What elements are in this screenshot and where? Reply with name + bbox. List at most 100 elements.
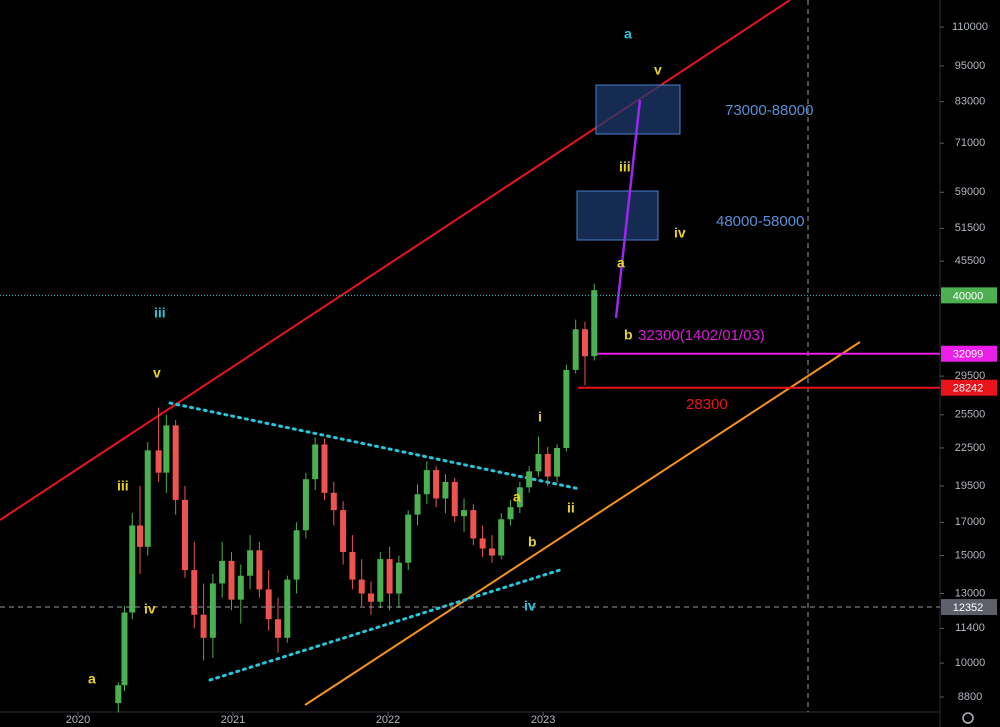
price-tag-label: 28242 [953,383,984,395]
candle-body [488,548,495,556]
annotation: iv [524,598,536,614]
candle-body [163,425,170,473]
annotation: v [153,365,161,381]
candle-body [129,525,136,613]
candle-body [591,290,598,357]
candle-body [442,481,449,499]
candle-body [121,612,128,686]
candle-body [479,538,486,549]
price-tag-label: 32099 [953,349,984,361]
candle-body [219,560,226,584]
candle-body [321,444,328,493]
annotation: iii [619,159,631,175]
y-tick-label: 45500 [955,255,986,267]
candle-body [191,570,198,615]
triangle-lower-line [208,568,562,682]
y-tick-label: 13000 [955,587,986,599]
candle-body [265,589,272,620]
channel-lower-line [304,341,861,706]
candle-body [405,514,412,563]
annotation: iii [117,478,129,494]
candle-body [256,550,263,590]
annotation: b [624,327,633,343]
annotation: 28300 [686,396,728,413]
candle-body [247,550,254,576]
candle-body [349,552,356,580]
y-tick-label: 22500 [955,442,986,454]
candle-body [395,562,402,594]
annotation: 73000-88000 [725,102,813,119]
y-tick-label: 83000 [955,96,986,108]
annotation: 48000-58000 [716,213,804,230]
candle-body [544,453,551,477]
candle-body [172,425,179,500]
candle-body [563,369,570,448]
candle-body [181,499,188,571]
candle-body [535,453,542,472]
candle-body [386,559,393,594]
annotation: v [654,62,662,78]
x-tick-label: 2021 [221,714,245,726]
x-tick-label: 2022 [376,714,400,726]
price-tag-label: 12352 [953,602,984,614]
candle-body [498,519,505,556]
candle-body [312,444,319,480]
candle-body [526,471,533,488]
price-tag-label: 40000 [953,290,984,302]
price-tag [941,287,997,304]
candle-body [572,329,579,370]
annotation: a [617,255,625,271]
candle-body [554,447,561,477]
candle-body [581,329,588,357]
y-tick-label: 95000 [955,60,986,72]
candle-body [358,579,365,594]
candles [115,283,598,713]
y-tick-label: 17000 [955,516,986,528]
candle-body [144,450,151,547]
candle-body [293,530,300,580]
y-tick-label: 15000 [955,549,986,561]
y-tick-label: 11400 [955,622,985,634]
candle-body [302,479,309,531]
candle-body [330,492,337,511]
y-tick-label: 19500 [955,480,986,492]
candle-body [451,481,458,517]
price-tag [941,345,997,362]
annotation: a [624,26,632,42]
candle-body [228,560,235,600]
annotation: i [538,409,542,425]
annotation: ii [567,500,575,516]
candle-body [155,450,162,473]
annotation: iv [674,225,686,241]
target-zone-lower [576,190,659,241]
candle-body [507,507,514,520]
candle-body [433,470,440,499]
overlay: 40000320992824212352av73000-88000iii4800… [0,26,997,687]
x-tick-label: 2023 [531,714,555,726]
y-tick-label: 8800 [958,691,982,703]
settings-icon[interactable] [962,712,974,724]
y-tick-label: 110000 [952,21,988,33]
annotation: b [528,534,537,550]
y-tick-label: 10000 [955,657,986,669]
y-tick-label: 71000 [955,137,986,149]
candle-body [377,559,384,602]
y-tick-label: 29500 [955,370,986,382]
price-tag [941,379,997,396]
candle-body [368,593,375,602]
y-tick-label: 25500 [955,409,986,421]
y-tick-label: 51500 [955,222,986,234]
candle-body [200,614,207,638]
candle-body [470,510,477,539]
triangle-upper-line [168,401,582,491]
candle-body [284,579,291,638]
x-tick-label: 2020 [66,714,90,726]
candle-body [423,470,430,495]
candle-body [274,619,281,638]
candle-body [237,575,244,600]
candle-body [516,487,523,508]
annotation: 32300(1402/01/03) [638,327,765,344]
candle-body [115,685,122,704]
